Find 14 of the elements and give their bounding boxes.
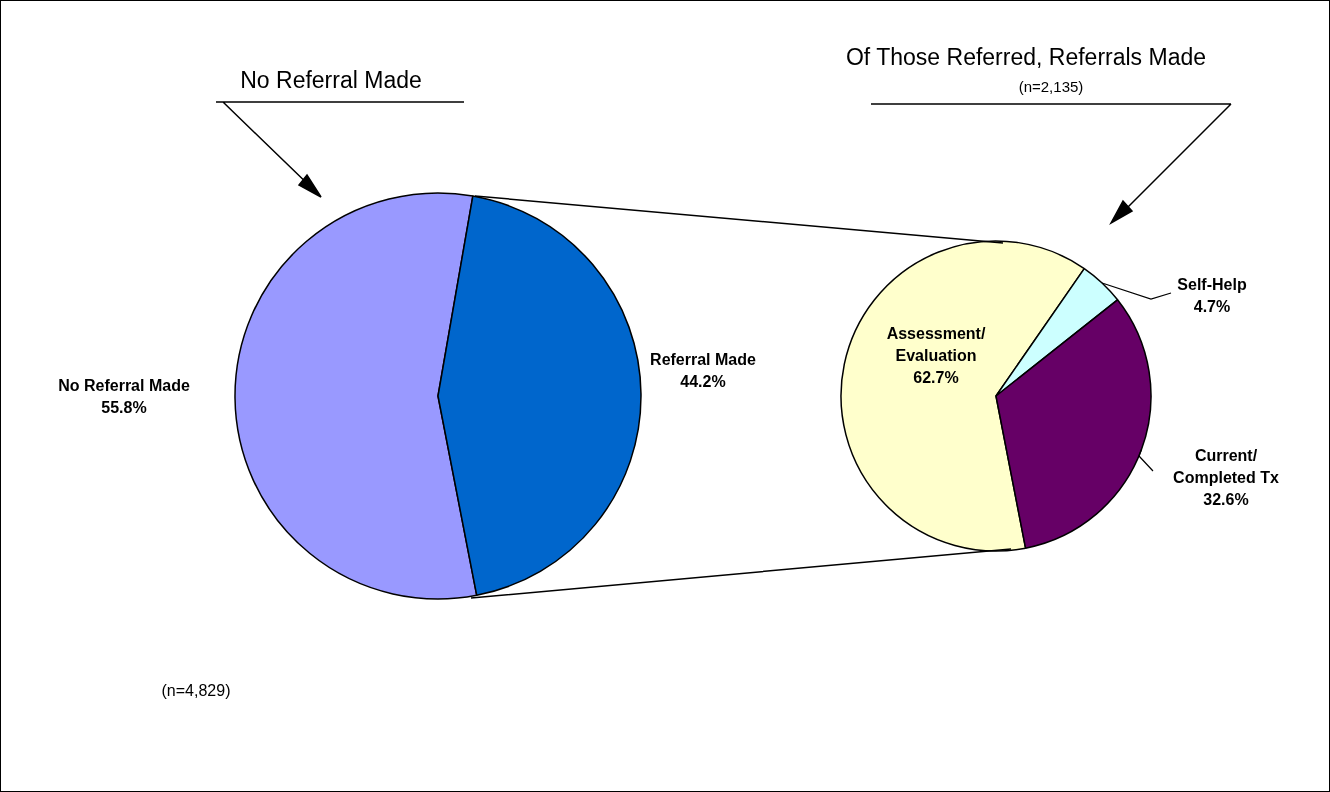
data-label: 4.7% (1192, 297, 1232, 317)
data-label: 62.7% (912, 368, 960, 388)
data-label: 44.2% (679, 372, 727, 392)
chart-subtitle: (n=2,135) (1018, 78, 1084, 96)
slice-label: Self-Help (1177, 275, 1247, 295)
slice-label: Assessment/ Evaluation (886, 324, 986, 366)
slice-label: Referral Made (650, 350, 756, 370)
data-label: 32.6% (1202, 490, 1250, 510)
text: (n=4,829) (161, 681, 231, 701)
chart-title: Of Those Referred, Referrals Made (845, 44, 1207, 72)
chart-title: No Referral Made (240, 67, 422, 95)
data-label: 55.8% (100, 398, 148, 418)
slice-label: Current/ Completed Tx (1173, 446, 1279, 488)
slice-label: No Referral Made (58, 376, 190, 396)
